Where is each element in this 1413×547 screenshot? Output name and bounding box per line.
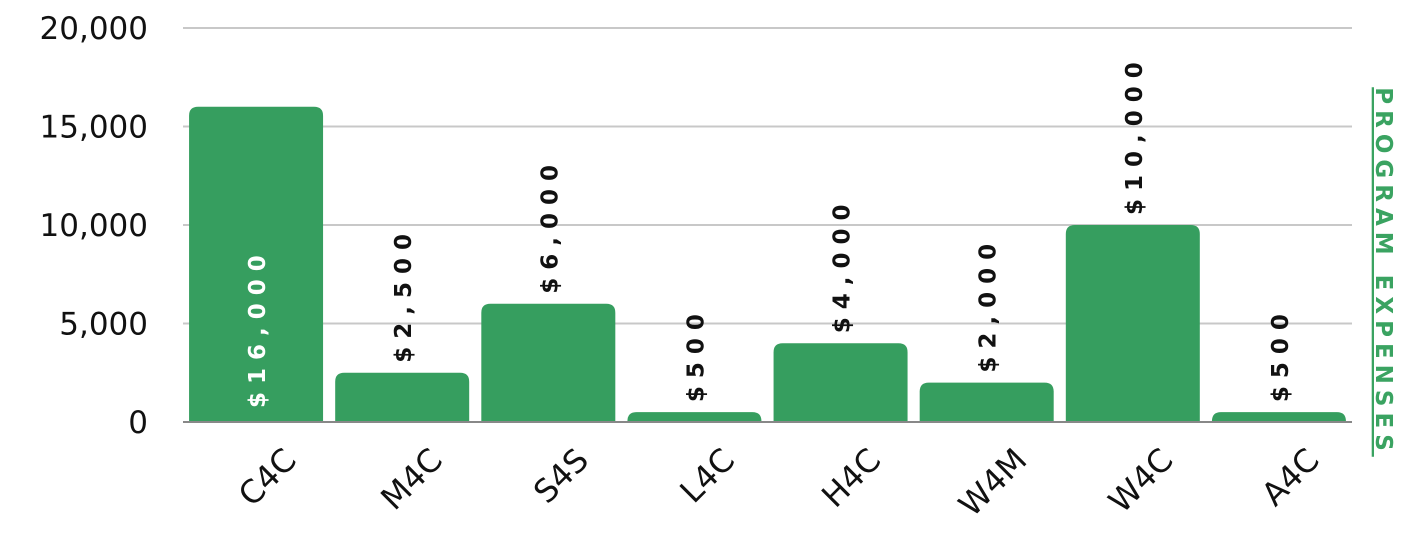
- data-label: $500: [683, 306, 709, 402]
- x-category-label: A4C: [1254, 441, 1327, 514]
- bar-c4c: [189, 106, 324, 423]
- data-label: $2,000: [976, 236, 1002, 373]
- data-label: $500: [1268, 306, 1294, 402]
- bar-h4c: [773, 343, 908, 422]
- data-labels: $16,000 $2,500 $6,000 $500 $4,000 $2,000 $10,0…: [245, 54, 1294, 408]
- y-tick-label: 5,000: [59, 307, 148, 343]
- bar-w4c: [1065, 225, 1200, 422]
- y-tick-label: 20,000: [40, 11, 148, 47]
- bar-w4m: [919, 382, 1054, 422]
- y-tick-label: 0: [128, 405, 148, 441]
- y-axis-ticks: 0 5,000 10,000 15,000 20,000: [40, 11, 148, 441]
- x-category-label: W4C: [1101, 441, 1180, 520]
- x-category-label: L4C: [672, 441, 742, 511]
- chart-title: PROGRAM EXPENSES: [1370, 87, 1396, 457]
- data-label: $4,000: [830, 196, 856, 333]
- x-category-label: H4C: [814, 441, 888, 515]
- bar-s4s: [481, 303, 616, 422]
- bar-l4c: [627, 412, 762, 422]
- data-label: $10,000: [1122, 54, 1148, 215]
- bar-a4c: [1211, 412, 1346, 422]
- y-tick-label: 15,000: [40, 110, 148, 146]
- x-category-label: S4S: [526, 441, 596, 511]
- x-category-label: C4C: [231, 441, 304, 514]
- data-label: $16,000: [245, 247, 271, 408]
- bar-m4c: [335, 372, 470, 422]
- x-category-label: W4M: [951, 441, 1034, 524]
- x-category-label: M4C: [373, 441, 450, 518]
- data-label: $6,000: [537, 157, 563, 294]
- x-axis-categories: C4C M4C S4S L4C H4C W4M W4C A4C: [231, 441, 1327, 524]
- bars: [189, 106, 1346, 423]
- y-tick-label: 10,000: [40, 208, 148, 244]
- data-label: $2,500: [391, 226, 417, 363]
